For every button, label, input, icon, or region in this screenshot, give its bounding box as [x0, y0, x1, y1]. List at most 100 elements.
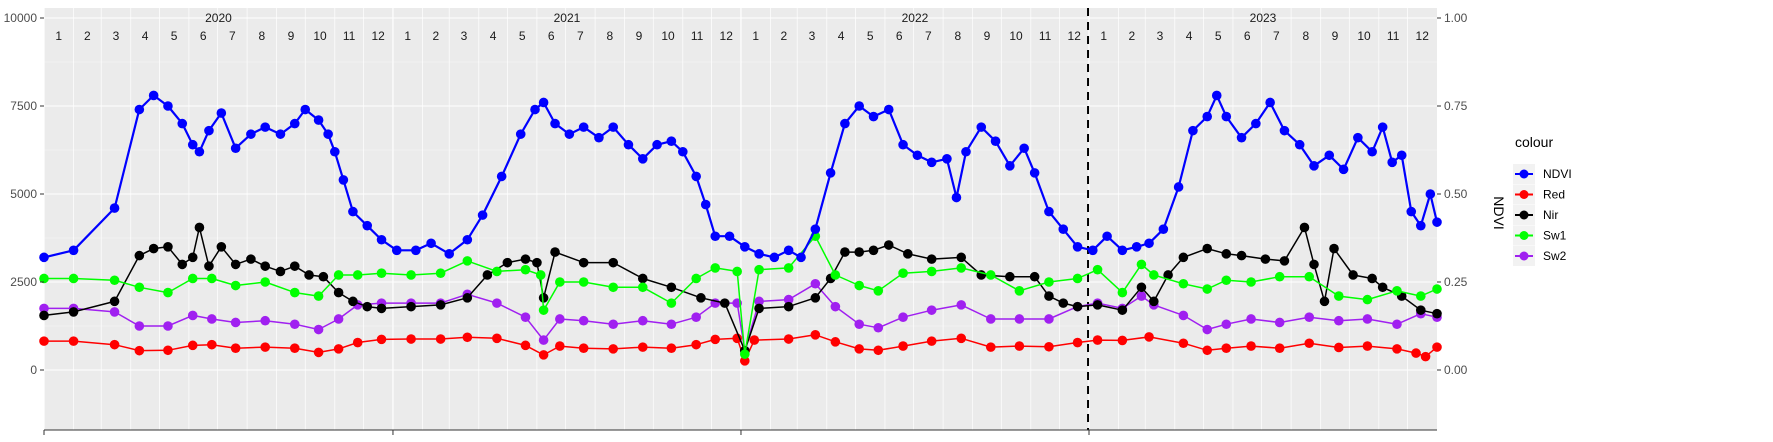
data-point-red: [926, 336, 937, 346]
data-point-nir: [333, 287, 344, 298]
data-point-ndvi: [868, 111, 879, 122]
month-label: 3: [809, 29, 816, 43]
data-point-ndvi: [216, 108, 227, 118]
data-point-ndvi: [246, 129, 256, 139]
data-point-ndvi: [1415, 220, 1426, 231]
data-point-sw1: [1362, 294, 1373, 305]
data-point-nir: [550, 247, 560, 257]
data-point-ndvi: [362, 220, 373, 231]
year-label: 2021: [554, 11, 581, 25]
month-label: 3: [1157, 29, 1164, 43]
y-tick-label: 0: [30, 363, 37, 377]
data-point-ndvi: [578, 122, 589, 132]
data-point-sw2: [207, 314, 217, 324]
data-point-red: [1144, 332, 1154, 342]
data-point-ndvi: [1236, 132, 1247, 143]
data-point-red: [1221, 343, 1232, 353]
data-point-ndvi: [462, 234, 473, 245]
data-point-red: [1362, 341, 1373, 351]
data-point-nir: [304, 270, 314, 280]
data-point-nir: [187, 252, 198, 263]
data-point-red: [260, 342, 271, 352]
data-point-sw1: [1014, 286, 1025, 296]
data-point-ndvi: [1131, 242, 1142, 252]
data-point-red: [985, 342, 996, 352]
data-point-ndvi: [1202, 111, 1213, 122]
month-label: 10: [661, 29, 675, 43]
data-point-ndvi: [739, 242, 750, 252]
month-label: 4: [490, 29, 497, 43]
data-point-sw2: [810, 278, 821, 289]
data-point-nir: [1279, 256, 1290, 266]
data-point-nir: [956, 252, 967, 263]
y2-tick-label: 0.50: [1444, 187, 1468, 201]
data-point-ndvi: [163, 101, 173, 111]
data-point-sw1: [520, 264, 531, 275]
data-point-nir: [1432, 308, 1442, 319]
data-point-sw2: [163, 321, 173, 331]
data-point-red: [830, 337, 841, 347]
data-point-sw1: [492, 266, 502, 277]
data-point-sw1: [435, 268, 446, 279]
data-point-nir: [854, 247, 865, 257]
data-point-red: [810, 330, 821, 340]
data-point-sw2: [691, 312, 701, 323]
data-point-nir: [754, 303, 764, 314]
data-point-ndvi: [700, 199, 711, 210]
legend-key-point: [1519, 231, 1529, 240]
data-point-nir: [216, 242, 227, 252]
data-point-ndvi: [411, 245, 421, 256]
series-ndvi: [39, 90, 1442, 263]
month-label: 2: [1129, 29, 1136, 43]
data-point-sw1: [898, 268, 908, 279]
data-point-ndvi: [1353, 132, 1363, 143]
legend: colour NDVI Red Nir Sw1 Sw2: [1513, 134, 1572, 266]
legend-item-sw1: Sw1: [1513, 225, 1567, 246]
data-point-ndvi: [496, 171, 507, 182]
month-label: 10: [313, 29, 327, 43]
data-point-sw2: [230, 317, 241, 328]
month-label: 5: [519, 29, 526, 43]
month-label: 1: [404, 29, 411, 43]
data-point-sw2: [520, 312, 531, 323]
data-point-nir: [538, 293, 549, 303]
data-point-sw1: [230, 280, 241, 291]
month-label: 9: [984, 29, 991, 43]
data-point-nir: [406, 301, 416, 312]
data-point-nir: [194, 222, 205, 233]
data-point-nir: [532, 257, 542, 268]
data-point-red: [1072, 337, 1083, 348]
month-label: 10: [1009, 29, 1023, 43]
data-point-red: [352, 337, 363, 348]
data-point-red: [1274, 343, 1285, 353]
data-point-nir: [926, 254, 937, 264]
data-point-ndvi: [883, 104, 894, 115]
data-point-ndvi: [1377, 122, 1388, 132]
data-point-sw2: [555, 314, 565, 324]
data-point-ndvi: [323, 129, 333, 139]
month-label: 4: [1186, 29, 1193, 43]
data-point-nir: [637, 273, 648, 284]
data-point-sw2: [754, 296, 764, 307]
data-point-red: [732, 333, 742, 344]
data-point-nir: [482, 270, 493, 280]
month-label: 8: [607, 29, 614, 43]
data-point-ndvi: [1279, 125, 1290, 136]
y2-tick-label: 0.25: [1444, 275, 1468, 289]
data-point-red: [1178, 338, 1189, 349]
data-point-ndvi: [148, 90, 159, 101]
data-point-sw1: [1072, 273, 1083, 284]
data-point-red: [956, 333, 967, 344]
data-point-sw1: [289, 287, 300, 298]
data-point-nir: [1377, 282, 1388, 293]
data-point-sw1: [956, 263, 967, 273]
data-point-sw1: [352, 270, 363, 280]
month-label: 1: [1100, 29, 1107, 43]
data-point-ndvi: [1432, 217, 1442, 227]
data-point-sw1: [1149, 270, 1159, 280]
month-label: 5: [867, 29, 874, 43]
series-line-nir: [43, 226, 1438, 352]
data-point-ndvi: [1029, 168, 1040, 178]
data-point-red: [749, 335, 760, 345]
